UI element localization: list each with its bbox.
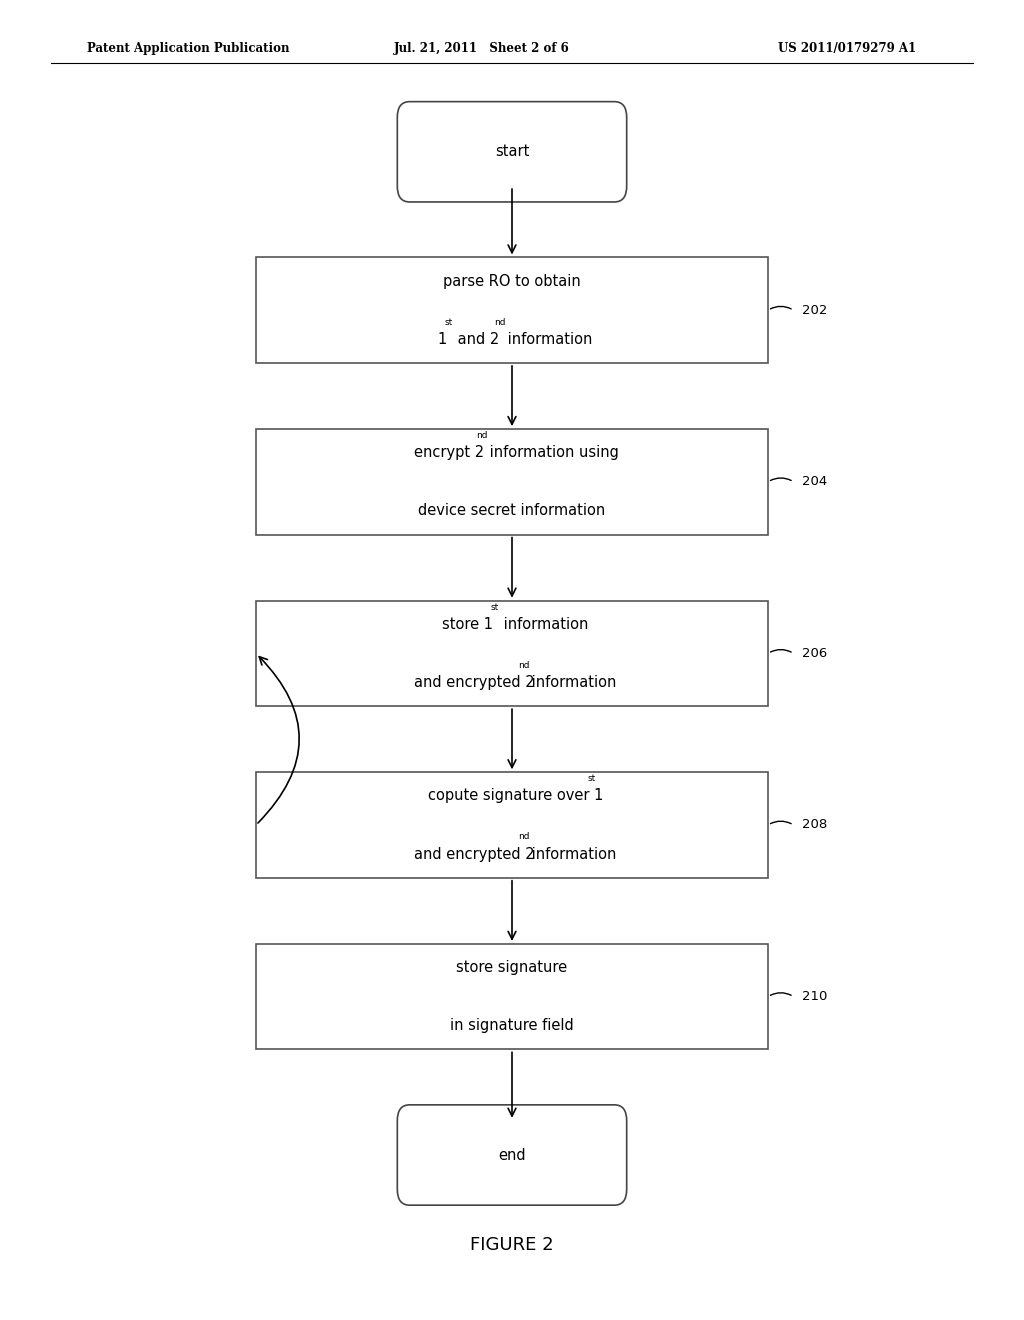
Text: 1: 1	[437, 331, 446, 347]
FancyBboxPatch shape	[397, 1105, 627, 1205]
Text: start: start	[495, 144, 529, 160]
Bar	[256, 944, 768, 1049]
Text: st: st	[588, 775, 596, 783]
Text: and encrypted 2: and encrypted 2	[414, 675, 535, 690]
Text: end: end	[499, 1147, 525, 1163]
Bar	[256, 429, 768, 535]
Text: device secret information: device secret information	[419, 503, 605, 519]
Text: st: st	[490, 603, 499, 611]
Text: 202: 202	[802, 304, 827, 317]
Text: information using: information using	[485, 445, 618, 461]
Text: nd: nd	[518, 833, 529, 841]
Text: and encrypted 2: and encrypted 2	[414, 846, 535, 862]
Text: encrypt 2: encrypt 2	[414, 445, 483, 461]
Text: st: st	[444, 318, 453, 326]
Text: nd: nd	[518, 661, 529, 669]
Text: 206: 206	[802, 647, 827, 660]
Text: 208: 208	[802, 818, 827, 832]
Text: in signature field: in signature field	[451, 1018, 573, 1034]
FancyArrowPatch shape	[258, 657, 299, 824]
Bar	[256, 772, 768, 878]
Text: store 1: store 1	[441, 616, 493, 632]
Text: information: information	[499, 616, 588, 632]
Text: store signature: store signature	[457, 960, 567, 975]
Text: 210: 210	[802, 990, 827, 1003]
Text: nd: nd	[495, 318, 506, 326]
Text: and 2: and 2	[453, 331, 499, 347]
Text: FIGURE 2: FIGURE 2	[470, 1236, 554, 1254]
Text: Jul. 21, 2011   Sheet 2 of 6: Jul. 21, 2011 Sheet 2 of 6	[394, 42, 570, 55]
Text: Patent Application Publication: Patent Application Publication	[87, 42, 290, 55]
Text: copute signature over 1: copute signature over 1	[428, 788, 603, 804]
Text: information: information	[526, 846, 616, 862]
Bar	[256, 601, 768, 706]
Text: information: information	[503, 331, 593, 347]
Text: 204: 204	[802, 475, 827, 488]
Text: information: information	[526, 675, 616, 690]
Text: parse RO to obtain: parse RO to obtain	[443, 273, 581, 289]
FancyBboxPatch shape	[397, 102, 627, 202]
Bar	[256, 257, 768, 363]
Text: US 2011/0179279 A1: US 2011/0179279 A1	[778, 42, 916, 55]
Text: nd: nd	[476, 432, 487, 440]
